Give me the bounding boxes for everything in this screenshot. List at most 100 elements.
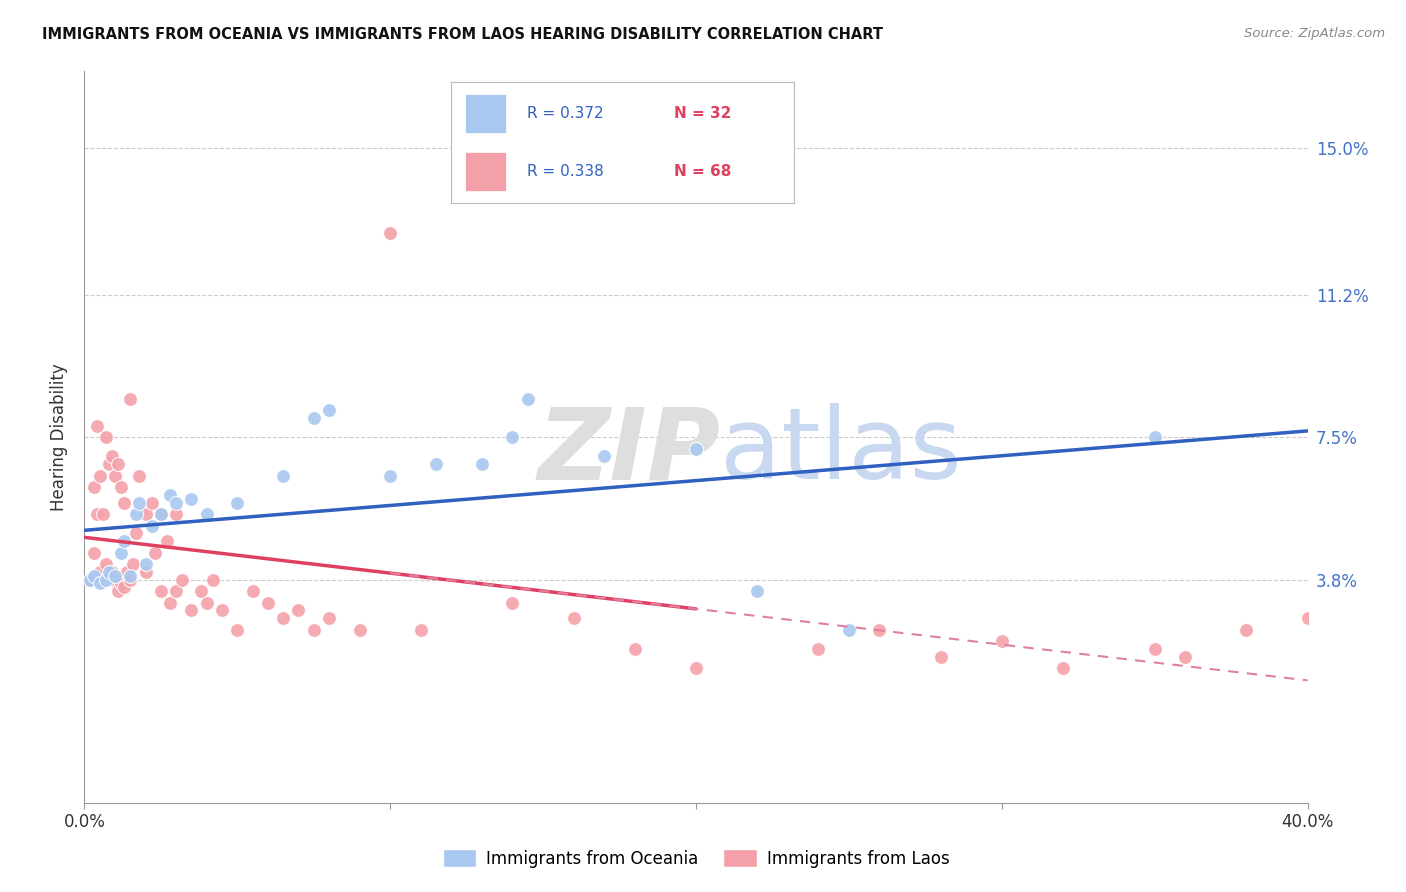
Point (380, 226, 402, 240)
Point (79, 573, 101, 587)
Point (302, 410, 325, 425)
Point (110, 576, 132, 591)
Text: IMMIGRANTS FROM OCEANIA VS IMMIGRANTS FROM LAOS HEARING DISABILITY CORRELATION C: IMMIGRANTS FROM OCEANIA VS IMMIGRANTS FR… (42, 27, 883, 42)
Point (94, 430, 117, 444)
Point (195, 507, 218, 521)
Point (201, 573, 224, 587)
Point (135, 565, 157, 579)
Point (120, 392, 142, 406)
Point (97, 568, 120, 582)
Point (104, 573, 127, 587)
Point (101, 450, 124, 464)
Point (86, 507, 108, 521)
Point (83, 480, 105, 494)
Point (271, 468, 294, 483)
Point (159, 596, 181, 610)
Point (502, 596, 524, 610)
Point (271, 611, 294, 625)
Point (122, 557, 145, 571)
Point (593, 450, 616, 464)
Point (128, 495, 150, 509)
Point (190, 584, 212, 599)
Point (747, 584, 769, 599)
Text: atlas: atlas (720, 403, 962, 500)
Point (94, 557, 117, 571)
Point (211, 603, 233, 617)
Point (1296, 611, 1319, 625)
Point (838, 623, 860, 637)
Point (83, 568, 105, 582)
Point (349, 623, 371, 637)
Point (156, 534, 179, 549)
Point (685, 442, 707, 456)
Point (226, 623, 249, 637)
Point (172, 573, 194, 587)
Point (149, 507, 172, 521)
Point (112, 580, 135, 594)
Point (135, 557, 157, 571)
Legend: Immigrants from Oceania, Immigrants from Laos: Immigrants from Oceania, Immigrants from… (443, 849, 949, 868)
Point (94, 573, 117, 587)
Point (101, 565, 124, 579)
Point (685, 661, 707, 675)
Point (380, 468, 402, 483)
Point (141, 495, 163, 509)
Point (226, 495, 249, 509)
Point (135, 507, 157, 521)
Point (86, 418, 108, 433)
Point (807, 641, 830, 656)
Point (120, 568, 142, 582)
Point (869, 623, 891, 637)
Point (79, 573, 101, 587)
Point (425, 457, 447, 471)
Point (89, 576, 111, 591)
Y-axis label: Hearing Disability: Hearing Disability (51, 363, 69, 511)
Point (165, 507, 187, 521)
Point (110, 480, 132, 494)
Point (112, 534, 135, 549)
Text: Source: ZipAtlas.com: Source: ZipAtlas.com (1244, 27, 1385, 40)
Point (149, 507, 172, 521)
Point (1236, 623, 1258, 637)
Point (302, 623, 325, 637)
Point (165, 584, 187, 599)
Point (1143, 641, 1166, 656)
Point (125, 526, 148, 541)
Point (143, 545, 166, 559)
Point (104, 568, 127, 582)
Point (97, 565, 120, 579)
Point (1052, 661, 1074, 675)
Point (318, 403, 340, 417)
Point (471, 457, 494, 471)
Point (110, 545, 132, 559)
Point (91, 573, 114, 587)
Point (624, 641, 647, 656)
Point (562, 611, 585, 625)
Point (242, 584, 264, 599)
Point (120, 573, 142, 587)
Point (287, 603, 309, 617)
Point (159, 488, 181, 502)
Point (107, 457, 129, 471)
Point (83, 545, 105, 559)
Point (115, 565, 138, 579)
Point (91, 507, 114, 521)
Text: ZIP: ZIP (537, 403, 720, 500)
Point (1143, 430, 1166, 444)
Point (89, 565, 111, 579)
Point (257, 596, 280, 610)
Point (929, 649, 952, 664)
Point (318, 611, 340, 625)
Point (1174, 649, 1197, 664)
Point (104, 468, 127, 483)
Point (128, 468, 150, 483)
Point (112, 495, 135, 509)
Point (141, 518, 163, 533)
Point (180, 603, 202, 617)
Point (149, 584, 172, 599)
Point (165, 495, 187, 509)
Point (125, 507, 148, 521)
Point (107, 584, 129, 599)
Point (502, 430, 524, 444)
Point (89, 468, 111, 483)
